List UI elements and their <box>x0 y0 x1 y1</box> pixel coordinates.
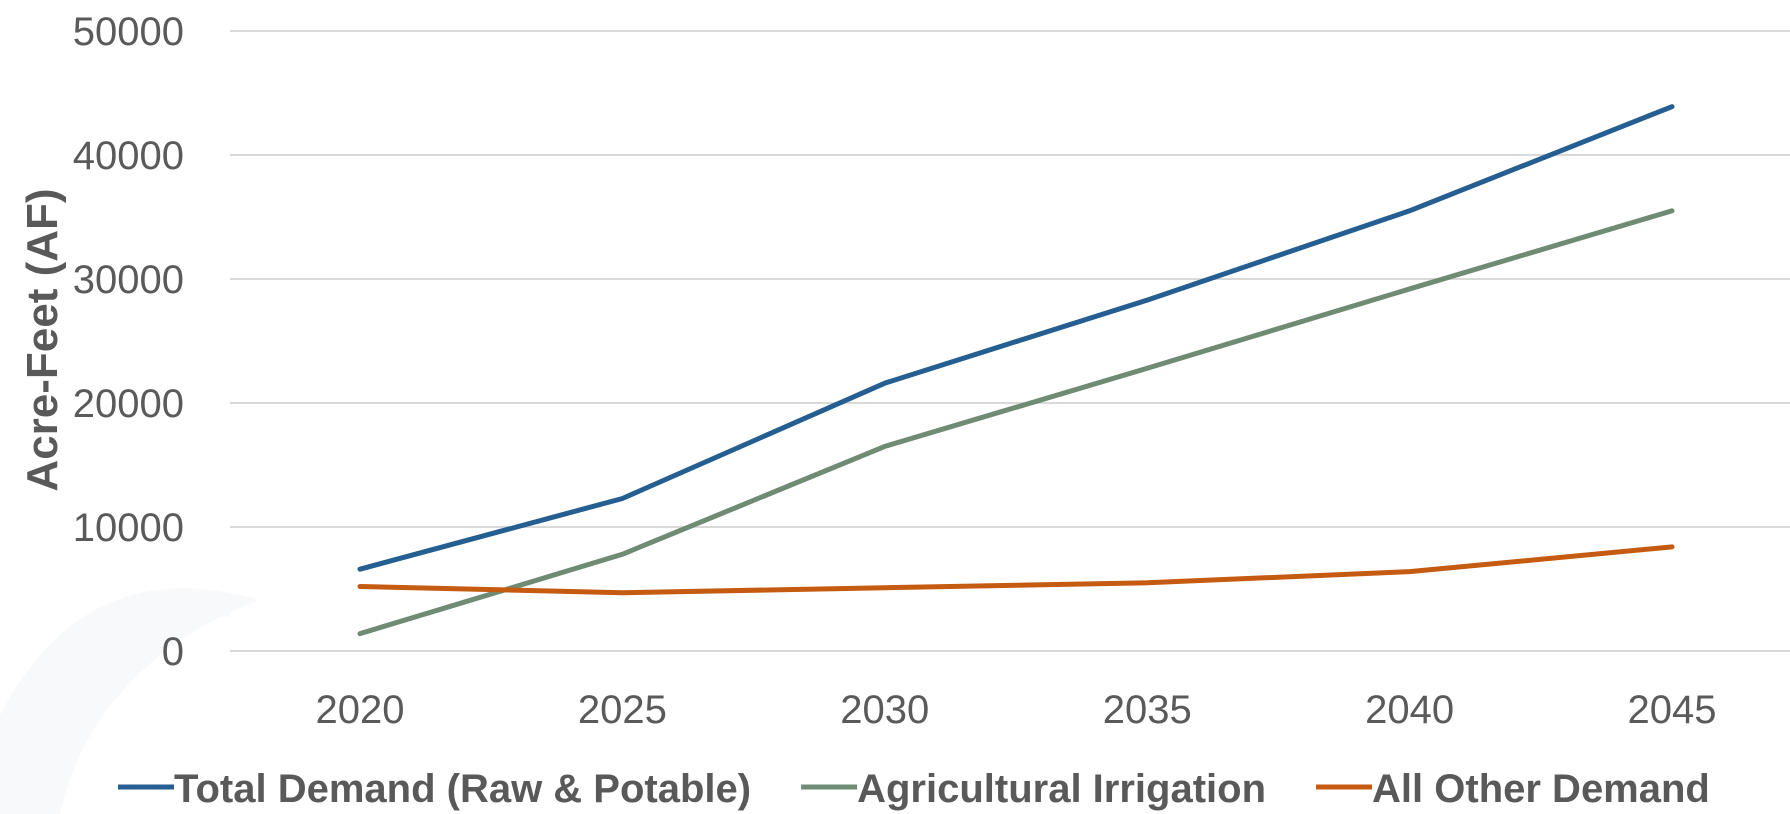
y-axis-title: Acre-Feet (AF) <box>18 188 67 491</box>
x-tick-label: 2020 <box>316 688 405 732</box>
y-tick-label: 50000 <box>73 10 184 54</box>
plot-area <box>357 104 1675 637</box>
x-axis-ticks: 2020 2025 2030 2035 2040 2045 <box>316 688 1717 732</box>
legend: Total Demand (Raw & Potable) Agricultural… <box>118 767 1710 811</box>
x-tick-label: 2035 <box>1103 688 1192 732</box>
watermark-decoration <box>0 588 260 814</box>
series-line-1 <box>357 104 1675 572</box>
gridlines <box>230 30 1790 652</box>
x-tick-label: 2040 <box>1365 688 1454 732</box>
legend-label: All Other Demand <box>1372 767 1710 811</box>
x-tick-label: 2030 <box>840 688 929 732</box>
x-tick-label: 2045 <box>1628 688 1717 732</box>
y-tick-label: 20000 <box>73 382 184 426</box>
y-axis-ticks: 0 10000 20000 30000 40000 50000 <box>73 10 184 674</box>
y-tick-label: 30000 <box>73 258 184 302</box>
y-tick-label: 10000 <box>73 506 184 550</box>
series-line-2 <box>357 208 1675 637</box>
legend-label: Agricultural Irrigation <box>857 767 1266 811</box>
y-tick-label: 40000 <box>73 134 184 178</box>
x-tick-label: 2025 <box>578 688 667 732</box>
series-line-3 <box>357 544 1675 596</box>
legend-label: Total Demand (Raw & Potable) <box>174 767 751 811</box>
y-tick-label: 0 <box>162 630 184 674</box>
